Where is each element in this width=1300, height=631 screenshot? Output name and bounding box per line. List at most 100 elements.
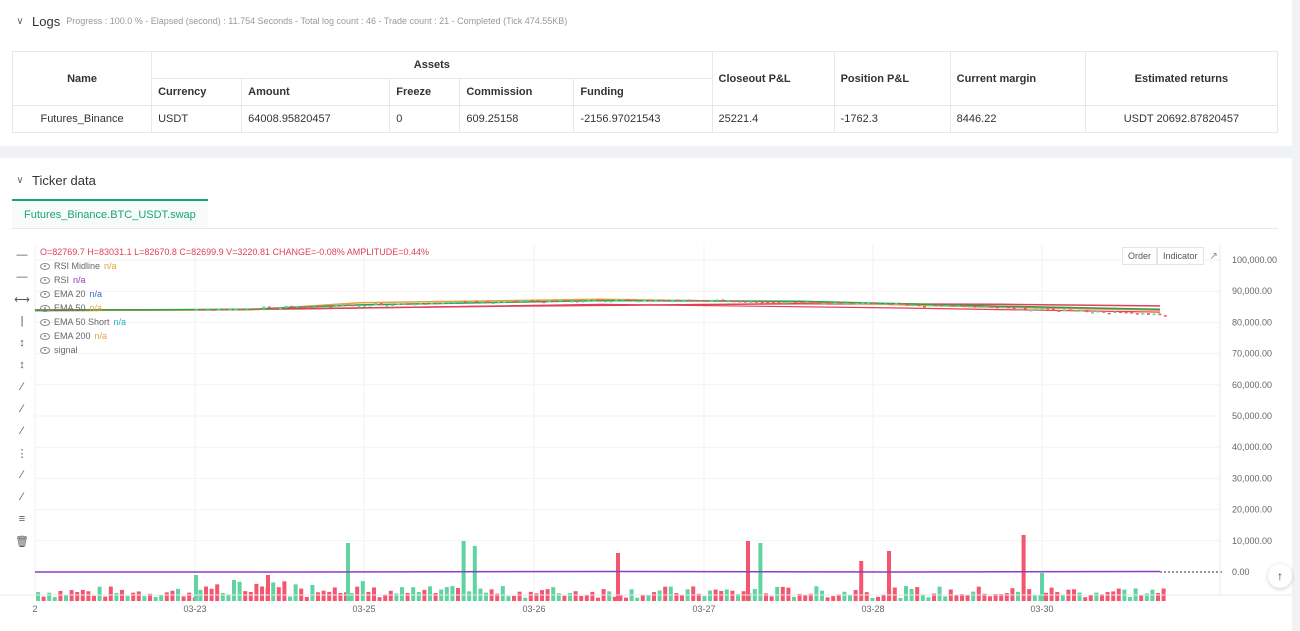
horizontal-ray-icon[interactable]: — xyxy=(16,271,28,283)
eye-icon[interactable] xyxy=(40,276,50,284)
logs-header[interactable]: ∨ Logs Progress : 100.0 % - Elapsed (sec… xyxy=(12,12,567,30)
scroll-to-top-button[interactable]: ↑ xyxy=(1268,564,1292,588)
candle xyxy=(413,303,417,306)
trend-line-icon[interactable]: ∕ xyxy=(21,381,23,393)
col-freeze-header: Freeze xyxy=(389,78,461,106)
candle xyxy=(267,306,271,308)
horizontal-segment-icon[interactable]: ⟷ xyxy=(14,293,30,306)
legend-ema-20[interactable]: EMA 20 n/a xyxy=(40,287,429,301)
candle xyxy=(592,299,596,301)
col-funding-header: Funding xyxy=(573,78,713,106)
legend-ema-50-short[interactable]: EMA 50 Short n/a xyxy=(40,315,429,329)
horizontal-line-icon[interactable]: — xyxy=(16,249,28,261)
legend-signal[interactable]: signal xyxy=(40,343,429,357)
trash-icon[interactable]: 🗑 xyxy=(15,535,29,548)
y-tick-label: 60,000.00 xyxy=(1232,380,1272,390)
fibonacci-icon[interactable]: ∕ xyxy=(21,491,23,503)
volume-bar xyxy=(41,596,46,601)
candle xyxy=(665,300,669,302)
candle xyxy=(850,302,854,305)
volume-bar xyxy=(136,591,141,601)
vertical-segment-icon[interactable]: ↕ xyxy=(19,337,25,349)
candle xyxy=(463,301,467,303)
cell-name: Futures_Binance xyxy=(11,105,153,133)
ticker-title: Ticker data xyxy=(32,172,96,188)
chevron-down-icon[interactable]: ∨ xyxy=(16,174,24,186)
candle xyxy=(805,301,809,304)
price-line-icon[interactable]: ⋮ xyxy=(16,447,28,460)
x-tick-label: 03-27 xyxy=(692,604,715,614)
volume-bar xyxy=(1060,595,1065,601)
eye-icon[interactable] xyxy=(40,346,50,354)
candle xyxy=(391,304,394,307)
candle xyxy=(430,302,434,305)
volume-bar xyxy=(243,591,248,601)
chevron-down-icon[interactable]: ∨ xyxy=(16,15,24,27)
tab-underline xyxy=(12,228,1278,229)
cell-commission: 609.25158 xyxy=(459,105,575,133)
volume-bar xyxy=(864,592,869,601)
candle xyxy=(1046,308,1050,310)
table-row: Futures_Binance USDT 64008.95820457 0 60… xyxy=(11,105,1279,133)
fullscreen-icon[interactable]: ↗ xyxy=(1209,250,1218,262)
volume-bar xyxy=(75,592,80,601)
eye-icon[interactable] xyxy=(40,318,50,326)
volume-bar xyxy=(366,591,371,601)
volume-bar xyxy=(260,586,264,601)
volume-bar xyxy=(276,587,281,601)
candle xyxy=(279,307,282,310)
eye-icon[interactable] xyxy=(40,290,50,298)
volume-bar xyxy=(388,590,393,601)
candle xyxy=(693,299,697,302)
eye-icon[interactable] xyxy=(40,332,50,340)
order-button[interactable]: Order xyxy=(1122,247,1158,265)
candle xyxy=(536,300,540,302)
candle xyxy=(519,300,523,303)
parallel-channel-icon[interactable]: ∕ xyxy=(21,469,23,481)
chart-canvas[interactable]: 100,000.00 90,000.00 80,000.00 70,000.00 60,… xyxy=(0,235,1292,615)
volume-bar xyxy=(400,587,404,601)
volume-bar xyxy=(131,592,136,601)
col-name-header: Name xyxy=(11,51,153,106)
volume-bar xyxy=(1139,595,1144,601)
candle xyxy=(475,301,478,303)
candle xyxy=(1029,309,1033,312)
tab-btc-usdt-swap[interactable]: Futures_Binance.BTC_USDT.swap xyxy=(12,199,208,229)
ray-line-icon[interactable]: ∕ xyxy=(21,403,23,415)
legend-ema-50[interactable]: EMA 50 n/a xyxy=(40,301,429,315)
vertical-ray-icon[interactable]: ↕ xyxy=(19,359,25,371)
candle xyxy=(923,305,926,308)
assets-table: Name Assets Closeout P&L Position P&L Cu… xyxy=(11,51,1279,133)
segment-line-icon[interactable]: ∕ xyxy=(21,425,23,437)
volume-bar xyxy=(1088,594,1093,601)
volume-bar xyxy=(792,596,796,601)
indicator-button[interactable]: Indicator xyxy=(1157,247,1204,265)
volume-bar xyxy=(114,592,119,601)
candle xyxy=(984,306,988,308)
candle xyxy=(335,304,338,307)
volume-bar xyxy=(159,595,164,601)
volume-bar xyxy=(635,597,640,601)
candle xyxy=(340,304,344,306)
candle xyxy=(833,302,837,304)
legend-ema-200[interactable]: EMA 200 n/a xyxy=(40,329,429,343)
eye-icon[interactable] xyxy=(40,304,50,312)
volume-bars xyxy=(36,535,1166,601)
eye-icon[interactable] xyxy=(40,262,50,270)
vertical-line-icon[interactable]: | xyxy=(20,315,24,327)
x-tick-label: 03-30 xyxy=(1030,604,1053,614)
volume-bar xyxy=(814,586,819,601)
volume-bar xyxy=(321,590,326,601)
candle xyxy=(1124,311,1128,314)
legend-rsi-midline[interactable]: RSI Midline n/a xyxy=(40,259,429,273)
candle xyxy=(906,304,910,306)
ticker-header[interactable]: ∨ Ticker data xyxy=(12,172,96,188)
candle xyxy=(771,302,775,304)
col-current-margin-header: Current margin xyxy=(949,51,1086,106)
legend-rsi[interactable]: RSI n/a xyxy=(40,273,429,287)
volume-bar xyxy=(304,596,309,601)
volume-bar xyxy=(584,594,589,601)
candle xyxy=(223,308,226,311)
fib-levels-icon[interactable]: ≡ xyxy=(18,513,26,525)
candle xyxy=(452,301,456,304)
